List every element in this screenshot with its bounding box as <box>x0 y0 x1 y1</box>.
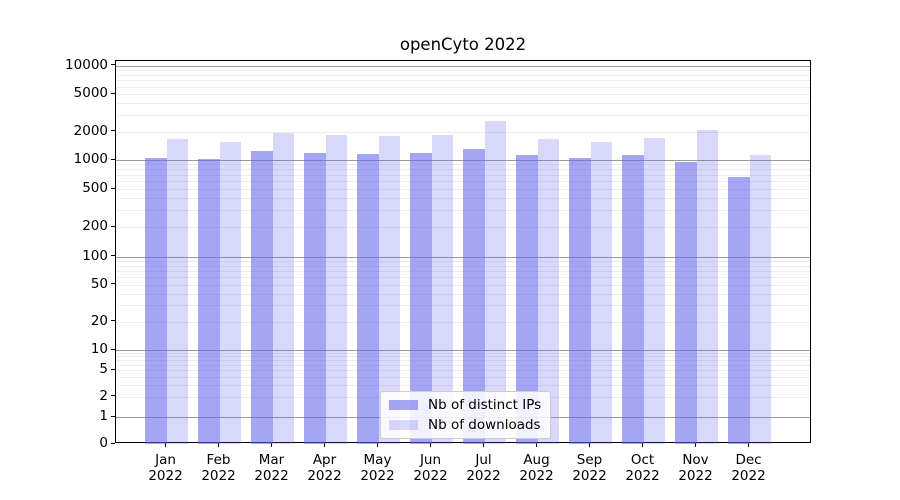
x-tick-mark <box>748 443 749 447</box>
y-tick-label: 5 <box>99 361 108 378</box>
bar-nb-of-distinct-ips-mar <box>251 150 273 444</box>
x-tick-label-jun: Jun 2022 <box>413 452 448 484</box>
legend-label-distinct-ips: Nb of distinct IPs <box>428 397 542 413</box>
bar-nb-of-distinct-ips-jun <box>410 152 432 444</box>
x-tick-mark <box>695 443 696 447</box>
bar-nb-of-downloads-apr <box>325 135 347 444</box>
bar-nb-of-downloads-nov <box>696 129 718 444</box>
bar-nb-of-distinct-ips-nov <box>675 161 697 444</box>
y-tick-label: 2 <box>99 387 108 404</box>
bar-nb-of-downloads-sep <box>590 141 612 444</box>
x-tick-label-aug: Aug 2022 <box>519 452 554 484</box>
bar-nb-of-distinct-ips-aug <box>516 154 538 444</box>
y-tick-label: 200 <box>82 218 108 235</box>
x-tick-label-oct: Oct 2022 <box>625 452 660 484</box>
x-tick-label-sep: Sep 2022 <box>572 452 607 484</box>
legend-swatch-distinct-ips <box>389 400 418 410</box>
x-tick-label-nov: Nov 2022 <box>678 452 713 484</box>
x-tick-label-feb: Feb 2022 <box>201 452 236 484</box>
x-tick-label-mar: Mar 2022 <box>254 452 289 484</box>
y-tick-mark <box>111 187 115 189</box>
x-tick-mark <box>536 443 537 447</box>
x-tick-mark <box>642 443 643 447</box>
bar-nb-of-distinct-ips-may <box>357 153 379 444</box>
y-tick-label: 500 <box>82 180 108 197</box>
bar-nb-of-downloads-feb <box>219 141 241 444</box>
legend: Nb of distinct IPs Nb of downloads <box>380 391 552 439</box>
y-tick-mark <box>111 130 115 132</box>
minor-gridline <box>116 115 810 116</box>
minor-gridline <box>116 70 810 71</box>
legend-swatch-downloads <box>389 420 418 430</box>
minor-gridline <box>116 80 810 82</box>
y-tick-mark <box>111 415 115 417</box>
y-tick-label: 0 <box>99 435 108 451</box>
legend-item-downloads: Nb of downloads <box>389 417 541 433</box>
y-tick-label: 1000 <box>73 151 108 167</box>
x-tick-label-jul: Jul 2022 <box>466 452 501 484</box>
x-tick-mark <box>324 443 325 447</box>
y-tick-mark <box>111 442 115 444</box>
legend-label-downloads: Nb of downloads <box>428 417 541 433</box>
minor-gridline <box>116 74 810 76</box>
y-tick-mark <box>111 255 115 256</box>
bar-nb-of-downloads-may <box>378 136 400 444</box>
y-tick-mark <box>111 368 115 370</box>
bar-nb-of-downloads-jun <box>431 134 453 444</box>
bar-nb-of-downloads-aug <box>537 138 559 444</box>
bar-nb-of-distinct-ips-dec <box>728 177 750 444</box>
y-tick-mark <box>111 395 115 397</box>
bar-nb-of-downloads-jan <box>166 138 188 444</box>
y-tick-mark <box>111 64 115 66</box>
bar-nb-of-distinct-ips-jan <box>145 158 167 444</box>
bar-nb-of-distinct-ips-sep <box>569 158 591 444</box>
x-tick-mark <box>430 443 431 447</box>
y-tick-label: 1 <box>99 408 108 424</box>
x-tick-mark <box>271 443 272 447</box>
bar-nb-of-distinct-ips-feb <box>198 158 220 444</box>
x-tick-mark <box>483 443 484 447</box>
y-tick-mark <box>111 225 115 227</box>
y-tick-mark <box>111 92 115 94</box>
bar-nb-of-distinct-ips-oct <box>622 154 644 444</box>
x-tick-label-jan: Jan 2022 <box>148 452 183 484</box>
bar-nb-of-distinct-ips-jul <box>463 148 485 444</box>
y-tick-label: 5000 <box>73 85 108 102</box>
y-tick-mark <box>111 320 115 322</box>
bar-nb-of-downloads-oct <box>643 137 665 444</box>
bar-nb-of-distinct-ips-apr <box>304 153 326 444</box>
minor-gridline <box>116 94 810 96</box>
y-tick-mark <box>111 348 115 350</box>
y-tick-mark <box>111 158 115 160</box>
major-gridline <box>116 65 810 67</box>
minor-gridline <box>116 103 810 105</box>
legend-item-distinct-ips: Nb of distinct IPs <box>389 397 541 413</box>
chart-title: openCyto 2022 <box>399 35 527 54</box>
bar-nb-of-downloads-dec <box>749 155 771 444</box>
y-tick-label: 50 <box>90 275 108 292</box>
y-tick-label: 100 <box>82 247 108 264</box>
y-tick-label: 2000 <box>73 122 108 139</box>
x-tick-label-may: May 2022 <box>360 452 395 484</box>
plot-area: Nb of distinct IPs Nb of downloads <box>115 60 811 444</box>
y-tick-label: 10000 <box>65 56 108 73</box>
minor-gridline <box>116 86 810 88</box>
y-tick-mark <box>111 283 115 285</box>
y-tick-label: 20 <box>90 312 108 329</box>
x-tick-mark <box>165 443 166 447</box>
x-tick-mark <box>377 443 378 447</box>
y-tick-label: 10 <box>90 341 108 357</box>
bar-nb-of-downloads-mar <box>272 133 294 444</box>
x-tick-label-apr: Apr 2022 <box>307 452 342 484</box>
x-tick-mark <box>218 443 219 447</box>
x-tick-mark <box>589 443 590 447</box>
minor-gridline <box>116 131 810 133</box>
bar-nb-of-downloads-jul <box>484 121 506 444</box>
x-tick-label-dec: Dec 2022 <box>731 452 766 484</box>
